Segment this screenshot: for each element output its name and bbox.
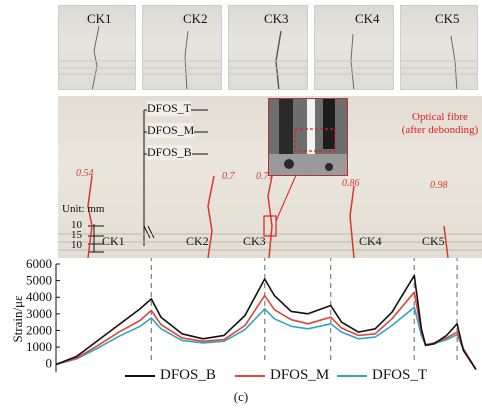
crack-label-ck4: CK4 [359,234,382,248]
crack-width-ck4: 0.86 [342,178,360,189]
thumb-label: CK5 [435,11,460,26]
spacing-label-2: 15 [71,229,82,241]
series-line-dfos_m [55,291,477,370]
crack-label-ck1: CK1 [102,234,125,248]
y-tick-label: 4000 [26,289,52,304]
crack-line-drawing [59,25,135,89]
thumb-label: CK2 [183,11,208,26]
thumb-label: CK3 [264,11,289,26]
optical-fibre-annotation: Optical fibre (after debonding) [398,111,482,137]
legend-dfos-t: DFOS_T [372,367,428,383]
unit-label: Unit: mm [62,203,105,215]
crack-photo-ck5: CK5 [400,5,478,90]
spacing-label-3: 10 [71,239,82,251]
y-tick-label: 0 [46,356,53,371]
crack-label-ck3: CK3 [243,234,266,248]
crack-photo-ck3: CK3 [228,5,308,90]
crack-photo-ck2: CK2 [142,5,222,90]
y-tick-label: 2000 [26,322,52,337]
crack-width-ck5: 0.98 [430,180,448,191]
legend-dfos-b: DFOS_B [160,367,216,383]
thumb-label: CK4 [355,11,380,26]
crack-line-drawing [229,30,307,89]
inset-drawing [269,99,347,175]
crack-label-ck2: CK2 [186,234,209,248]
legend-lines [125,375,367,377]
crack-line-drawing [143,30,221,89]
y-tick-label: 6000 [26,258,52,271]
y-axis-label: Strain/με [10,295,25,343]
crack-line-drawing [315,33,393,89]
crack-photo-ck4: CK4 [314,5,394,90]
y-tick-label: 3000 [26,306,52,321]
crack-width-ck1: 0.54 [76,168,94,179]
thumb-label: CK1 [87,11,112,26]
crack-label-ck5: CK5 [422,234,445,248]
fibre-label-top: DFOS_T [147,101,192,116]
spacing-label-1: 10 [71,219,82,231]
figure-caption: (c) [233,389,249,404]
optical-fibre-annotation-text: Optical fibre (after debonding) [401,111,479,136]
crack-width-ck3: 0.77 [256,171,274,182]
series-line-dfos_t [55,306,477,370]
series-line-dfos_b [55,274,477,370]
legend-dfos-m: DFOS_M [270,367,330,383]
fibre-label-middle: DFOS_M [147,123,195,138]
crack-photo-ck1: CK1 [58,5,136,90]
crack-line-drawing [401,35,477,89]
y-tick-label: 1000 [26,339,52,354]
fibre-label-bottom: DFOS_B [147,145,192,160]
debonded-fibre-inset [268,98,348,176]
y-tick-label: 5000 [26,273,52,288]
crack-width-ck2: 0.7 [222,171,235,182]
